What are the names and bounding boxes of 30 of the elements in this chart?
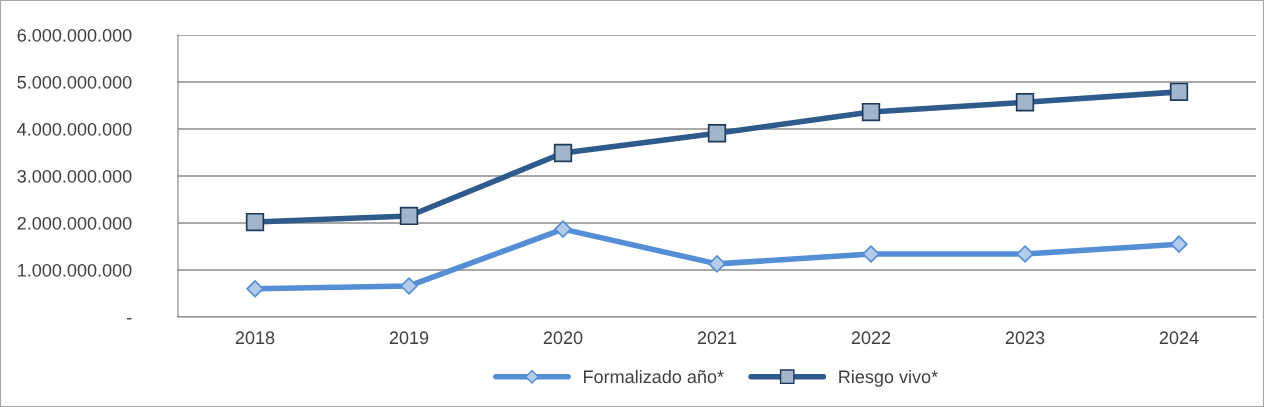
point xyxy=(1170,235,1188,253)
point xyxy=(400,277,418,295)
y-tick-label: 6.000.000.000 xyxy=(17,28,132,42)
point xyxy=(246,280,264,298)
y-tick-label: 1.000.000.000 xyxy=(18,263,132,277)
point xyxy=(707,124,727,143)
legend-label: Riesgo vivo* xyxy=(839,369,938,387)
point xyxy=(708,255,726,273)
point xyxy=(245,212,265,232)
point xyxy=(1016,245,1034,263)
point xyxy=(861,102,881,122)
point xyxy=(553,143,573,163)
x-tick-label: 2018 xyxy=(235,331,275,345)
x-tick-label: 2021 xyxy=(697,331,737,345)
y-tick-label: 4.000.000.000 xyxy=(17,122,132,136)
point xyxy=(1169,82,1189,102)
x-tick-label: 2019 xyxy=(389,331,429,345)
x-tick-label: 2024 xyxy=(1159,331,1199,345)
point xyxy=(862,245,880,263)
legend-label: Formalizado año* xyxy=(584,369,724,384)
point xyxy=(1015,93,1035,112)
point xyxy=(399,206,419,226)
x-tick-label: 2022 xyxy=(851,331,891,345)
point xyxy=(554,220,572,238)
y-tick-label: 5.000.000.000 xyxy=(17,75,132,89)
y-tick-label: 3.000.000.000 xyxy=(17,169,132,183)
x-tick-label: 2020 xyxy=(543,331,583,345)
x-tick-label: 2023 xyxy=(1005,331,1045,345)
y-tick-label: - xyxy=(126,318,132,320)
y-tick-label: 2.000.000.000 xyxy=(17,216,132,230)
